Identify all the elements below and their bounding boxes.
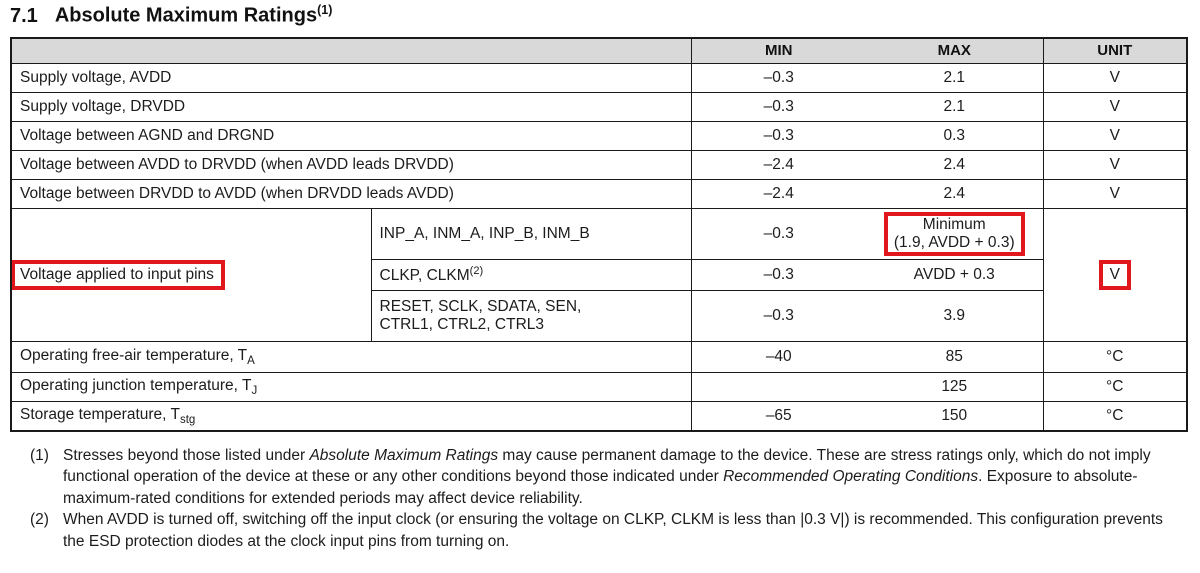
param-cell-input-pins: Voltage applied to input pins bbox=[10, 208, 372, 343]
param-cell: Operating junction temperature, TJ bbox=[10, 372, 692, 403]
unit-cell: V bbox=[1042, 179, 1188, 210]
table-row: Storage temperature, Tstg –65 150 °C bbox=[10, 401, 1188, 432]
max-cell: 0.3 bbox=[866, 121, 1044, 152]
pins-cell: CLKP, CLKM(2) bbox=[370, 259, 692, 292]
param-subscript: stg bbox=[179, 413, 196, 426]
section-title-text: Absolute Maximum Ratings bbox=[54, 4, 318, 27]
pins-label: CLKP, CLKM bbox=[379, 267, 470, 285]
table-row: Supply voltage, AVDD –0.3 2.1 V bbox=[10, 63, 1188, 94]
unit-label: V bbox=[1109, 266, 1120, 284]
datasheet-page: 7.1 Absolute Maximum Ratings(1) MIN MAX U… bbox=[10, 3, 1188, 553]
max-cell: 2.1 bbox=[866, 63, 1044, 94]
param-label: Voltage applied to input pins bbox=[20, 266, 214, 284]
annotation-red-box-max: Minimum (1.9, AVDD + 0.3) bbox=[883, 212, 1025, 257]
table-header-row: MIN MAX UNIT bbox=[10, 37, 1188, 65]
param-cell: Storage temperature, Tstg bbox=[10, 401, 692, 432]
unit-cell: V bbox=[1042, 121, 1188, 152]
unit-cell: V bbox=[1042, 63, 1188, 94]
min-cell: –0.3 bbox=[690, 121, 866, 152]
param-cell: Operating free-air temperature, TA bbox=[10, 341, 692, 374]
header-max: MAX bbox=[866, 37, 1044, 65]
max-cell: AVDD + 0.3 bbox=[866, 259, 1044, 292]
max-cell: 125 bbox=[866, 372, 1044, 403]
min-cell: –2.4 bbox=[690, 150, 866, 181]
unit-cell: V bbox=[1042, 92, 1188, 123]
table-row-input-pins: CLKP, CLKM(2) –0.3 AVDD + 0.3 bbox=[11, 259, 1187, 292]
param-label: Storage temperature, T bbox=[20, 405, 180, 423]
title-footnote-ref: (1) bbox=[317, 3, 333, 17]
min-cell: –0.3 bbox=[690, 208, 866, 261]
footnote-segment: may cause permanent damage to the device… bbox=[63, 446, 1151, 486]
table-row: Voltage between DRVDD to AVDD (when DRVD… bbox=[10, 179, 1188, 210]
pins-line1: RESET, SCLK, SDATA, SEN, bbox=[379, 298, 582, 316]
annotation-red-box-param: Voltage applied to input pins bbox=[12, 260, 225, 291]
table-row-input-pins: RESET, SCLK, SDATA, SEN, CTRL1, CTRL2, CT… bbox=[11, 290, 1187, 343]
max-cell: 2.4 bbox=[866, 179, 1044, 210]
footnote-1: (1) Stresses beyond those listed under A… bbox=[10, 445, 1186, 510]
footnote-segment: When AVDD is turned off, switching off t… bbox=[63, 511, 1163, 550]
max-cell: 3.9 bbox=[866, 290, 1044, 343]
param-cell: Supply voltage, DRVDD bbox=[10, 92, 692, 123]
footnote-segment-italic: Absolute Maximum Ratings bbox=[309, 446, 499, 464]
min-cell: –40 bbox=[690, 341, 866, 374]
unit-cell: °C bbox=[1042, 401, 1188, 432]
header-parameter-cell bbox=[10, 37, 692, 65]
pins-footnote-ref: (2) bbox=[469, 265, 484, 278]
param-subscript: A bbox=[247, 355, 255, 368]
table-row-input-pins: Voltage applied to input pins INP_A, INM… bbox=[10, 208, 1188, 343]
min-cell: –0.3 bbox=[690, 92, 866, 123]
footnote-segment: . Exposure to absolute-maximum-rated con… bbox=[63, 468, 1138, 507]
min-cell: –0.3 bbox=[690, 290, 866, 343]
unit-cell: °C bbox=[1042, 372, 1188, 403]
param-label: Operating free-air temperature, T bbox=[20, 347, 248, 365]
param-subscript: J bbox=[251, 385, 258, 398]
max-line1: Minimum bbox=[922, 216, 986, 234]
footnote-number: (1) bbox=[30, 446, 49, 464]
max-cell: 2.1 bbox=[866, 92, 1044, 123]
table-row: Operating free-air temperature, TA –40 8… bbox=[10, 341, 1188, 374]
param-cell: Voltage between AGND and DRGND bbox=[10, 121, 692, 152]
unit-cell-input-pins: V bbox=[1042, 208, 1188, 343]
section-number: 7.1 bbox=[10, 4, 38, 27]
min-cell: –2.4 bbox=[690, 179, 866, 210]
param-cell: Voltage between DRVDD to AVDD (when DRVD… bbox=[10, 179, 692, 210]
pins-cell: RESET, SCLK, SDATA, SEN, CTRL1, CTRL2, CT… bbox=[370, 290, 692, 343]
pins-line2: CTRL1, CTRL2, CTRL3 bbox=[379, 316, 545, 334]
footnote-2: (2) When AVDD is turned off, switching o… bbox=[10, 509, 1186, 552]
max-cell: 2.4 bbox=[866, 150, 1044, 181]
param-label: Operating junction temperature, T bbox=[20, 377, 252, 395]
header-min: MIN bbox=[690, 37, 866, 65]
pins-cell: INP_A, INM_A, INP_B, INM_B bbox=[370, 208, 692, 261]
table-row: Voltage between AGND and DRGND –0.3 0.3 … bbox=[10, 121, 1188, 152]
footnote-text: Stresses beyond those listed under Absol… bbox=[63, 445, 1186, 510]
absolute-maximum-ratings-table: MIN MAX UNIT Supply voltage, AVDD –0.3 2… bbox=[10, 36, 1188, 432]
param-cell: Voltage between AVDD to DRVDD (when AVDD… bbox=[10, 150, 692, 181]
min-cell bbox=[690, 372, 866, 403]
max-line2: (1.9, AVDD + 0.3) bbox=[893, 234, 1015, 252]
table-row: Operating junction temperature, TJ 125 °… bbox=[10, 372, 1188, 403]
unit-cell: V bbox=[1042, 150, 1188, 181]
footnotes: (1) Stresses beyond those listed under A… bbox=[10, 445, 1186, 553]
param-cell: Supply voltage, AVDD bbox=[10, 63, 692, 94]
max-cell: 85 bbox=[866, 341, 1044, 374]
table-row: Supply voltage, DRVDD –0.3 2.1 V bbox=[10, 92, 1188, 123]
unit-cell: °C bbox=[1042, 341, 1188, 374]
section-title: 7.1 Absolute Maximum Ratings(1) bbox=[10, 3, 1186, 28]
min-cell: –65 bbox=[690, 401, 866, 432]
footnote-segment: Stresses beyond those listed under bbox=[63, 446, 310, 464]
footnote-text: When AVDD is turned off, switching off t… bbox=[63, 509, 1186, 552]
footnote-segment-italic: Recommended Operating Conditions bbox=[723, 468, 979, 486]
footnote-number: (2) bbox=[30, 511, 49, 529]
annotation-red-box-unit: V bbox=[1098, 260, 1131, 291]
min-cell: –0.3 bbox=[690, 259, 866, 292]
max-cell: 150 bbox=[866, 401, 1044, 432]
max-cell: Minimum (1.9, AVDD + 0.3) bbox=[866, 208, 1044, 261]
table-row: Voltage between AVDD to DRVDD (when AVDD… bbox=[10, 150, 1188, 181]
header-unit: UNIT bbox=[1042, 37, 1188, 65]
min-cell: –0.3 bbox=[690, 63, 866, 94]
